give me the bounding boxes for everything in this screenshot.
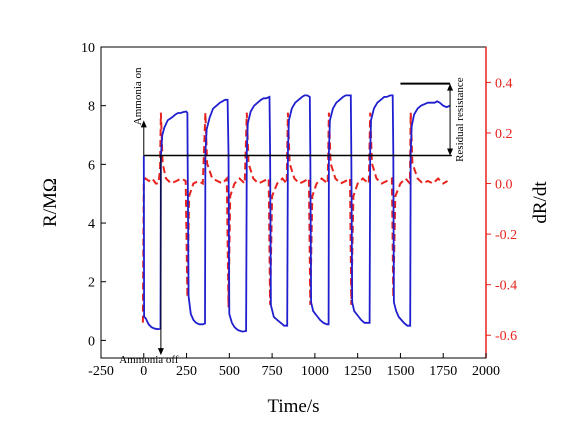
x-tick-label: -250 <box>88 364 114 379</box>
residual-arrow-head-bottom <box>447 148 454 156</box>
resistance-series-line <box>142 94 451 333</box>
annotation-layer: Residual resistance Ammonia on Ammonia o… <box>119 67 466 366</box>
ammonia-off-arrow-head <box>157 348 164 356</box>
x-tick-label: 500 <box>219 364 240 379</box>
y-right-tick-label: 0.2 <box>495 127 513 142</box>
y-left-tick-label: 8 <box>88 100 95 115</box>
series-layer <box>141 94 451 333</box>
residual-arrow-head-top <box>447 83 454 91</box>
y-right-tick-label: -0.4 <box>495 279 517 294</box>
ammonia-on-arrow-head <box>140 120 147 128</box>
plot-area <box>100 46 487 359</box>
x-tick-label: 1000 <box>301 364 329 379</box>
x-axis-label: Time/s <box>267 396 319 417</box>
derivative-series-line <box>141 112 449 323</box>
x-tick-label: 250 <box>176 364 197 379</box>
x-tick-label: 0 <box>140 364 147 379</box>
axes: -250 0 250 500 750 1000 1250 1500 1750 2000 0 2 4 6 8 1… <box>81 41 517 379</box>
y-axis-left-label: R/MΩ <box>40 178 61 227</box>
y-left-tick-label: 0 <box>88 334 95 349</box>
y-left-tick-label: 10 <box>81 41 95 56</box>
y-left-tick-label: 6 <box>88 158 95 173</box>
y-right-tick-label: -0.2 <box>495 228 517 243</box>
y-left-tick-label: 2 <box>88 276 95 291</box>
x-tick-label: 1500 <box>386 364 414 379</box>
x-tick-label: 1250 <box>344 364 372 379</box>
x-tick-label: 2000 <box>472 364 500 379</box>
y-axis-right-label: dR/dt <box>530 181 551 224</box>
ammonia-on-label: Ammonia on <box>132 67 144 125</box>
y-right-tick-label: -0.6 <box>495 329 517 344</box>
y-left-tick-label: 4 <box>88 217 95 232</box>
y-right-tick-label: 0.0 <box>495 178 513 193</box>
x-tick-label: 750 <box>262 364 283 379</box>
plot-frame <box>100 46 487 359</box>
ammonia-off-label: Ammonia off <box>119 354 179 366</box>
y-right-tick-label: 0.4 <box>495 76 513 91</box>
residual-resistance-label: Residual resistance <box>454 77 466 162</box>
x-tick-label: 1750 <box>429 364 457 379</box>
